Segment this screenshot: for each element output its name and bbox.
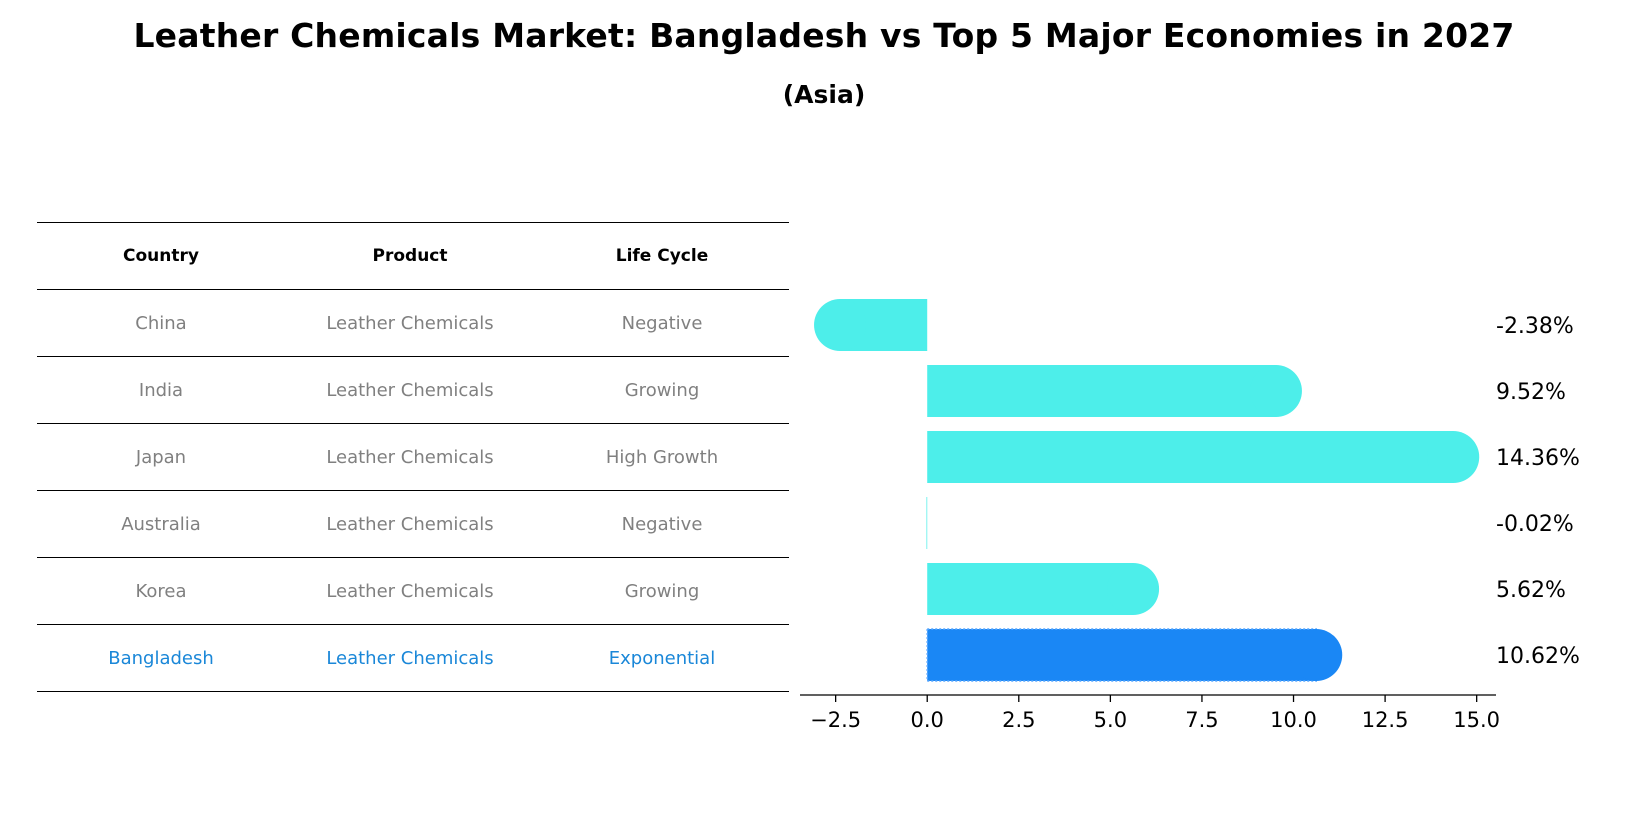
bar-korea xyxy=(927,563,1134,615)
table-row: India Leather Chemicals Growing xyxy=(37,356,789,423)
cell-product: Leather Chemicals xyxy=(326,446,494,468)
cell-product: Leather Chemicals xyxy=(326,513,494,535)
cell-country: Bangladesh xyxy=(108,647,214,669)
x-tick-label: 2.5 xyxy=(1002,708,1035,732)
cell-country: Korea xyxy=(135,580,187,602)
x-tick-label: 5.0 xyxy=(1094,708,1127,732)
table-header-row: Country Product Life Cycle xyxy=(37,222,789,289)
bar-cap-korea xyxy=(1107,563,1160,615)
bar-bangladesh xyxy=(926,628,1317,682)
bar-cap-bangladesh xyxy=(1290,629,1343,681)
value-label-korea: 5.62% xyxy=(1496,578,1566,603)
cell-product: Leather Chemicals xyxy=(326,647,494,669)
x-tick-label: 12.5 xyxy=(1362,708,1409,732)
header-product: Product xyxy=(372,246,448,266)
bar-cap-india xyxy=(1249,365,1302,417)
chart-title: Leather Chemicals Market: Bangladesh vs … xyxy=(133,16,1515,55)
table-body: China Leather Chemicals Negative India L… xyxy=(37,289,789,692)
cell-life-cycle: Growing xyxy=(624,580,700,602)
bar-india xyxy=(927,365,1276,417)
table-row: Japan Leather Chemicals High Growth xyxy=(37,423,789,490)
cell-life-cycle: High Growth xyxy=(605,446,719,468)
cell-product: Leather Chemicals xyxy=(326,379,494,401)
x-tick-label: 0.0 xyxy=(911,708,944,732)
bar-japan xyxy=(927,431,1454,483)
growth-bar-chart: -2.38% 9.52% 14.36% -0.02% 5.62% 10.62% −2.5 0.… xyxy=(800,299,1580,732)
table-row: Australia Leather Chemicals Negative xyxy=(37,490,789,557)
life-cycle-table: Country Product Life Cycle China Leather… xyxy=(37,222,789,692)
header-life-cycle: Life Cycle xyxy=(615,246,709,266)
value-label-bangladesh: 10.62% xyxy=(1496,644,1580,669)
cell-life-cycle: Growing xyxy=(624,379,700,401)
value-label-india: 9.52% xyxy=(1496,380,1566,405)
value-label-china: -2.38% xyxy=(1496,314,1574,339)
table-row: China Leather Chemicals Negative xyxy=(37,289,789,356)
cell-product: Leather Chemicals xyxy=(326,312,494,334)
cell-country: China xyxy=(135,312,187,334)
table-row-highlight: Bangladesh Leather Chemicals Exponential xyxy=(37,624,789,692)
value-label-japan: 14.36% xyxy=(1496,446,1580,471)
header-country: Country xyxy=(123,246,199,266)
x-tick-label: −2.5 xyxy=(810,708,861,732)
cell-country: Japan xyxy=(135,446,187,468)
bar-cap-japan xyxy=(1427,431,1480,483)
value-label-australia: -0.02% xyxy=(1496,512,1574,537)
chart-subtitle: (Asia) xyxy=(782,80,866,109)
cell-life-cycle: Negative xyxy=(621,312,703,334)
cell-life-cycle: Exponential xyxy=(608,647,716,669)
x-tick-label: 10.0 xyxy=(1270,708,1317,732)
x-tick-label: 7.5 xyxy=(1185,708,1218,732)
bar-cap-china xyxy=(814,299,867,351)
cell-life-cycle: Negative xyxy=(621,513,703,535)
cell-country: Australia xyxy=(121,513,201,535)
table-row: Korea Leather Chemicals Growing xyxy=(37,557,789,624)
cell-product: Leather Chemicals xyxy=(326,580,494,602)
bar-australia xyxy=(926,497,928,549)
x-tick-label: 15.0 xyxy=(1453,708,1500,732)
cell-country: India xyxy=(138,379,184,401)
